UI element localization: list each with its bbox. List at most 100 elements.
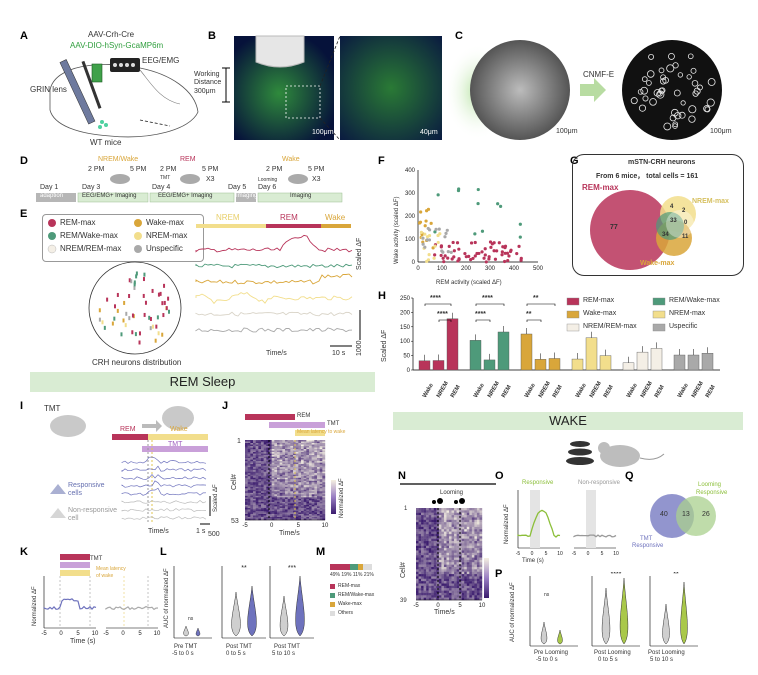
heat-cell (306, 473, 310, 475)
heat-cell (266, 473, 270, 475)
heat-cell (431, 571, 434, 575)
heat-cell (438, 585, 442, 589)
heat-cell (282, 513, 286, 516)
heat-cell (266, 453, 270, 456)
heat-cell (314, 458, 318, 460)
f-point (518, 235, 522, 239)
heat-cell (266, 462, 270, 465)
heat-cell (282, 518, 286, 521)
heat-cell (456, 541, 460, 544)
heat-cell (456, 517, 460, 520)
crh-neuron (142, 277, 145, 282)
h-bar (650, 348, 663, 371)
heat-cell (295, 509, 299, 512)
heat-cell (456, 571, 460, 575)
heat-cell (446, 597, 450, 601)
heat-cell (418, 541, 422, 544)
heat-cell (433, 543, 437, 546)
heat-cell (274, 471, 278, 474)
heat-cell (274, 501, 278, 504)
heat-cell (479, 578, 483, 582)
h-legend-label: Wake-max (583, 310, 617, 317)
heat-cell (301, 504, 304, 507)
heat-cell (479, 585, 483, 589)
heat-cell (287, 476, 291, 478)
heat-cell (290, 518, 294, 521)
heat-cell (317, 498, 320, 501)
heat-cell (290, 474, 294, 477)
heat-cell (274, 513, 278, 516)
heat-cell (255, 444, 259, 447)
heat-cell (322, 470, 326, 472)
heat-cell (263, 504, 267, 507)
heat-cell (293, 518, 296, 521)
d-day6: Day 6 (258, 184, 277, 191)
heat-cell (282, 477, 286, 480)
m-leg1: REM/Wake-max (338, 592, 375, 598)
heat-cell (298, 497, 302, 500)
heat-cell (418, 557, 422, 561)
heat-cell (290, 488, 294, 491)
heat-cell (287, 501, 291, 504)
heat-cell (459, 541, 462, 544)
heat-cell (471, 541, 475, 544)
heat-cell (451, 595, 455, 598)
g-wake: Wake-max (640, 260, 675, 267)
heat-cell (245, 470, 248, 472)
heat-cell (418, 555, 422, 558)
heat-cell (263, 498, 267, 501)
heat-cell (443, 583, 447, 587)
heat-cell (261, 455, 264, 457)
heat-cell (290, 473, 294, 475)
heat-cell (461, 508, 465, 511)
heat-cell (456, 522, 460, 525)
heat-cell (282, 465, 286, 468)
heat-cell (311, 491, 315, 494)
heat-cell (266, 485, 270, 487)
heat-cell (295, 450, 299, 453)
heat-cell (277, 449, 280, 451)
q-tmtr: Responsive (632, 543, 664, 549)
heat-cell (303, 500, 307, 503)
heat-cell (421, 571, 424, 575)
heat-cell (451, 588, 455, 591)
heat-cell (441, 576, 445, 579)
heat-cell (306, 455, 310, 457)
heat-cell (446, 533, 450, 537)
heat-cell (258, 491, 262, 494)
heat-cell (311, 497, 315, 500)
crh-neuron (163, 300, 166, 305)
heat-cell (426, 557, 429, 561)
heat-cell (421, 581, 424, 584)
heat-cell (421, 588, 424, 591)
g-box (572, 154, 744, 276)
heat-cell (263, 453, 267, 456)
heat-cell (438, 559, 442, 563)
heat-cell (438, 583, 442, 587)
f-point (439, 244, 444, 248)
heat-cell (301, 444, 304, 447)
heat-cell (269, 474, 272, 477)
p-violin (601, 587, 611, 645)
heat-cell (416, 590, 419, 594)
heat-cell (322, 495, 326, 498)
heat-cell (298, 465, 302, 468)
heat-cell (466, 543, 470, 546)
heat-cell (263, 461, 267, 463)
heat-cell (317, 501, 320, 504)
heat-cell (271, 485, 275, 487)
heat-cell (454, 590, 457, 594)
heat-cell (319, 486, 323, 489)
heat-cell (282, 455, 286, 457)
heat-cell (449, 526, 452, 530)
heat-cell (298, 518, 302, 521)
d-day4: Day 4 (152, 184, 171, 191)
heat-cell (253, 455, 256, 457)
heat-cell (416, 588, 419, 591)
heat-cell (454, 564, 457, 568)
heat-cell (279, 488, 283, 491)
heat-cell (426, 583, 429, 587)
i-nonresp: Non-responsive (68, 507, 118, 514)
heat-cell (261, 465, 264, 468)
heat-cell (428, 557, 432, 561)
